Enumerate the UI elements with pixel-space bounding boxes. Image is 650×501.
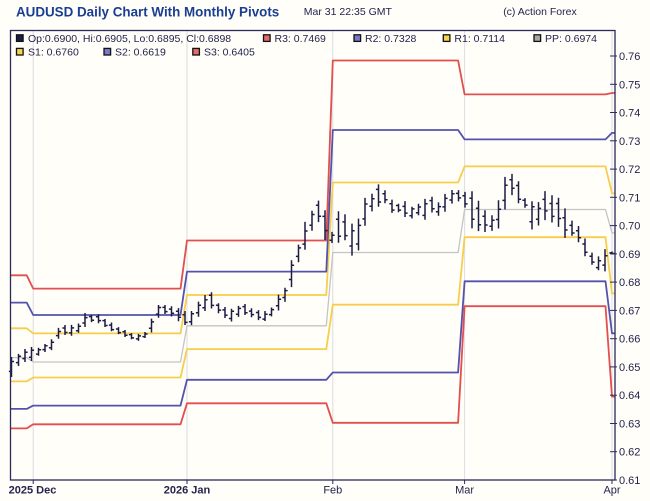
svg-text:0.63: 0.63 bbox=[619, 419, 640, 431]
svg-text:0.69: 0.69 bbox=[619, 249, 640, 261]
svg-text:0.65: 0.65 bbox=[619, 362, 640, 374]
svg-text:R2: 0.7328: R2: 0.7328 bbox=[365, 33, 417, 45]
svg-text:PP: 0.6974: PP: 0.6974 bbox=[545, 33, 597, 45]
svg-text:Apr: Apr bbox=[603, 485, 620, 497]
svg-text:Mar 31 22:35 GMT: Mar 31 22:35 GMT bbox=[304, 6, 393, 18]
svg-text:0.62: 0.62 bbox=[619, 447, 640, 459]
svg-text:AUDUSD Daily Chart With Monthl: AUDUSD Daily Chart With Monthly Pivots bbox=[16, 4, 279, 19]
svg-text:0.74: 0.74 bbox=[619, 108, 640, 120]
svg-text:Mar: Mar bbox=[455, 485, 474, 497]
svg-text:0.70: 0.70 bbox=[619, 221, 640, 233]
svg-text:0.75: 0.75 bbox=[619, 79, 640, 91]
svg-text:S1: 0.6760: S1: 0.6760 bbox=[28, 47, 79, 59]
svg-text:(c) Action Forex: (c) Action Forex bbox=[503, 6, 577, 18]
svg-text:Feb: Feb bbox=[323, 485, 342, 497]
svg-text:R1: 0.7114: R1: 0.7114 bbox=[454, 33, 505, 45]
svg-text:0.73: 0.73 bbox=[619, 136, 640, 148]
svg-text:S2: 0.6619: S2: 0.6619 bbox=[115, 47, 166, 59]
svg-text:R3: 0.7469: R3: 0.7469 bbox=[275, 33, 327, 45]
svg-text:S3: 0.6405: S3: 0.6405 bbox=[204, 47, 255, 59]
svg-text:Op:0.6900, Hi:0.6905, Lo:0.689: Op:0.6900, Hi:0.6905, Lo:0.6895, Cl:0.68… bbox=[28, 33, 231, 45]
svg-text:0.68: 0.68 bbox=[619, 277, 640, 289]
svg-text:2025 Dec: 2025 Dec bbox=[9, 485, 57, 497]
svg-text:0.64: 0.64 bbox=[619, 390, 640, 402]
svg-text:0.66: 0.66 bbox=[619, 334, 640, 346]
svg-text:0.72: 0.72 bbox=[619, 164, 640, 176]
svg-text:0.76: 0.76 bbox=[619, 51, 640, 63]
svg-text:0.71: 0.71 bbox=[619, 192, 640, 204]
svg-text:2026 Jan: 2026 Jan bbox=[164, 485, 211, 497]
svg-text:0.61: 0.61 bbox=[619, 475, 640, 487]
svg-text:0.67: 0.67 bbox=[619, 305, 640, 317]
